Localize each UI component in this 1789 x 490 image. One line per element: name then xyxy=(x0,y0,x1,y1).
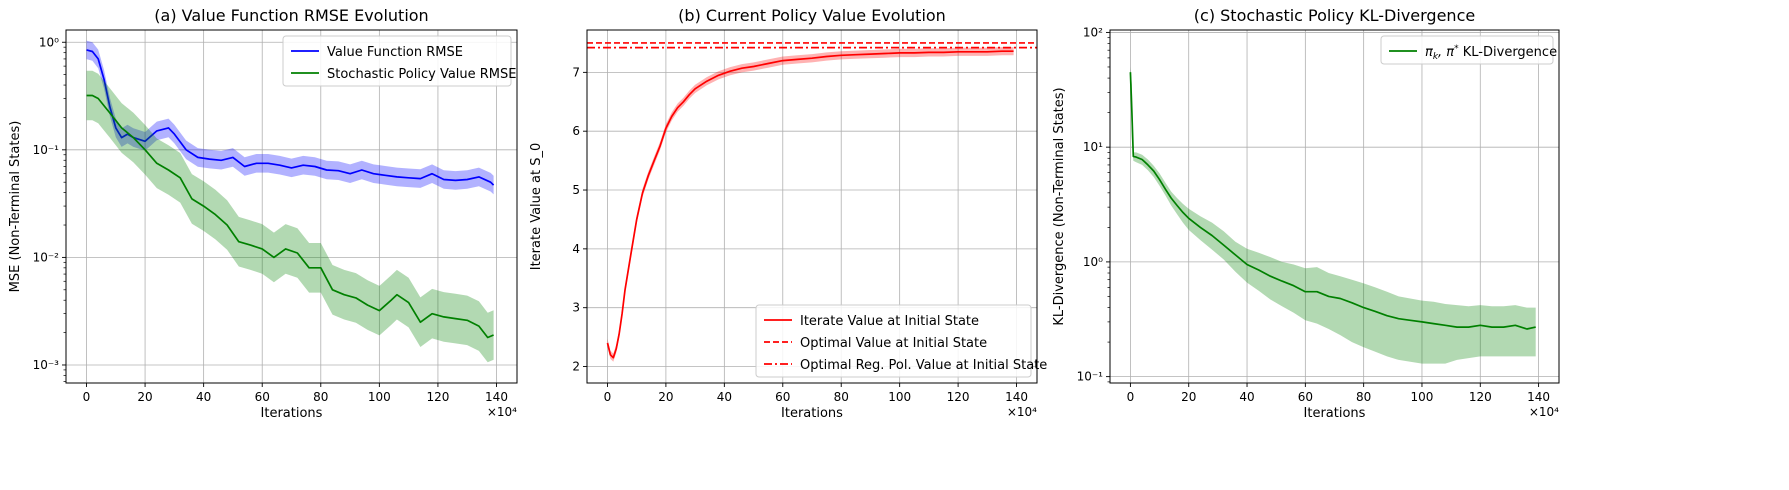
y-tick-label: 7 xyxy=(572,65,580,79)
x-tick-label: 80 xyxy=(834,390,849,404)
legend-label: Optimal Value at Initial State xyxy=(800,336,987,351)
x-tick-label: 40 xyxy=(717,390,732,404)
legend-label: πk, π* KL-Divergence xyxy=(1425,44,1557,62)
x-tick-label: 100 xyxy=(368,390,391,404)
series-line-1 xyxy=(1129,72,1536,330)
series-line-2 xyxy=(86,94,494,339)
legend-box xyxy=(282,35,512,87)
chart-panel-1: 0 20 40 60 80 100 120 140 10⁻³ 10⁻² 10⁻¹ 10⁰ (a) Val… xyxy=(8,6,518,421)
x-axis-label: Iterations xyxy=(781,406,843,421)
y-tick-label: 10⁰ xyxy=(1083,255,1103,269)
legend: Iterate Value at Initial State Optimal Va… xyxy=(755,304,1047,378)
x-tick-label: 20 xyxy=(137,390,152,404)
x-tick-label: 20 xyxy=(1181,390,1196,404)
y-tick-label: 10⁻¹ xyxy=(1077,370,1104,384)
y-tick-label: 2 xyxy=(572,360,580,374)
legend-superscript: * xyxy=(1454,44,1459,54)
x-tick-label: 40 xyxy=(1239,390,1254,404)
y-tick-label: 3 xyxy=(572,301,580,315)
x-tick-label: 20 xyxy=(658,390,673,404)
grid xyxy=(66,30,517,383)
legend-box xyxy=(1380,35,1554,65)
x-tick-label: 60 xyxy=(255,390,270,404)
legend-box xyxy=(755,304,1032,378)
x-tick-label: 0 xyxy=(604,390,612,404)
series-line-1 xyxy=(86,49,495,186)
legend-pi: π xyxy=(1425,45,1433,60)
axes-frame xyxy=(1109,29,1560,384)
series-band-1 xyxy=(86,40,494,195)
x-axis-label: Iterations xyxy=(261,406,323,421)
y-tick-label: 10⁰ xyxy=(39,35,59,49)
y-tick-label: 10⁻¹ xyxy=(33,143,60,157)
y-axis-label: Iterate Value at S_0 xyxy=(529,143,544,271)
x-tick-label: 60 xyxy=(775,390,790,404)
legend-label: Optimal Reg. Pol. Value at Initial State xyxy=(800,358,1047,373)
chart-title: (c) Stochastic Policy KL-Divergence xyxy=(1194,6,1475,25)
chart-panel-3: 0 20 40 60 80 100 120 140 10⁻¹ 10⁰ 10¹ 10² (c) Stoch… xyxy=(1052,6,1560,421)
y-tick-label: 6 xyxy=(572,124,580,138)
x-tick-label: 0 xyxy=(1127,390,1135,404)
x-tick-label: 120 xyxy=(1469,390,1492,404)
x-tick-label: 0 xyxy=(83,390,91,404)
series-line-1 xyxy=(606,50,1014,359)
y-tick-label: 5 xyxy=(572,183,580,197)
legend: Value Function RMSE Stochastic Policy Val… xyxy=(282,35,517,87)
x-tick-label: 60 xyxy=(1298,390,1313,404)
legend-separator: , π xyxy=(1438,45,1454,60)
y-tick-label: 10⁻³ xyxy=(33,358,60,372)
chart-title: (b) Current Policy Value Evolution xyxy=(678,6,946,25)
x-axis-multiplier: ×10⁴ xyxy=(1007,405,1037,419)
x-tick-label: 80 xyxy=(1356,390,1371,404)
x-tick-label: 80 xyxy=(313,390,328,404)
y-tick-label: 10¹ xyxy=(1083,140,1103,154)
axes-frame xyxy=(65,29,518,384)
y-axis-label: KL-Divergence (Non-Terminal States) xyxy=(1052,87,1067,325)
x-tick-label: 140 xyxy=(1527,390,1550,404)
legend-label: Iterate Value at Initial State xyxy=(800,314,979,329)
x-tick-label: 140 xyxy=(1005,390,1028,404)
legend-subscript: k xyxy=(1433,52,1439,62)
legend-text: KL-Divergence xyxy=(1459,45,1557,60)
legend-label: Stochastic Policy Value RMSE xyxy=(327,67,517,82)
plot-area xyxy=(86,40,495,363)
x-tick-label: 140 xyxy=(485,390,508,404)
y-tick-label: 10² xyxy=(1083,25,1103,39)
axes-frame xyxy=(586,29,1038,384)
plot-area xyxy=(587,42,1037,362)
y-tick-label: 4 xyxy=(572,242,580,256)
y-tick-label: 10⁻² xyxy=(33,250,60,264)
x-tick-label: 120 xyxy=(947,390,970,404)
grid xyxy=(1110,30,1559,383)
series-band-1 xyxy=(1130,67,1536,364)
x-tick-label: 120 xyxy=(426,390,449,404)
x-tick-label: 40 xyxy=(196,390,211,404)
series-band-2 xyxy=(86,70,494,363)
x-axis-multiplier: ×10⁴ xyxy=(487,405,517,419)
legend-label: Value Function RMSE xyxy=(327,45,463,60)
legend: πk, π* KL-Divergence xyxy=(1380,35,1557,65)
x-axis-multiplier: ×10⁴ xyxy=(1529,405,1559,419)
chart-title: (a) Value Function RMSE Evolution xyxy=(154,6,428,25)
chart-panel-2: 0 20 40 60 80 100 120 140 2 3 4 5 6 7 (b) Current Poli… xyxy=(529,6,1047,421)
plot-area xyxy=(1129,67,1536,364)
x-tick-label: 100 xyxy=(888,390,911,404)
y-axis-label: MSE (Non-Terminal States) xyxy=(8,121,23,293)
x-axis-label: Iterations xyxy=(1304,406,1366,421)
x-tick-label: 100 xyxy=(1411,390,1434,404)
